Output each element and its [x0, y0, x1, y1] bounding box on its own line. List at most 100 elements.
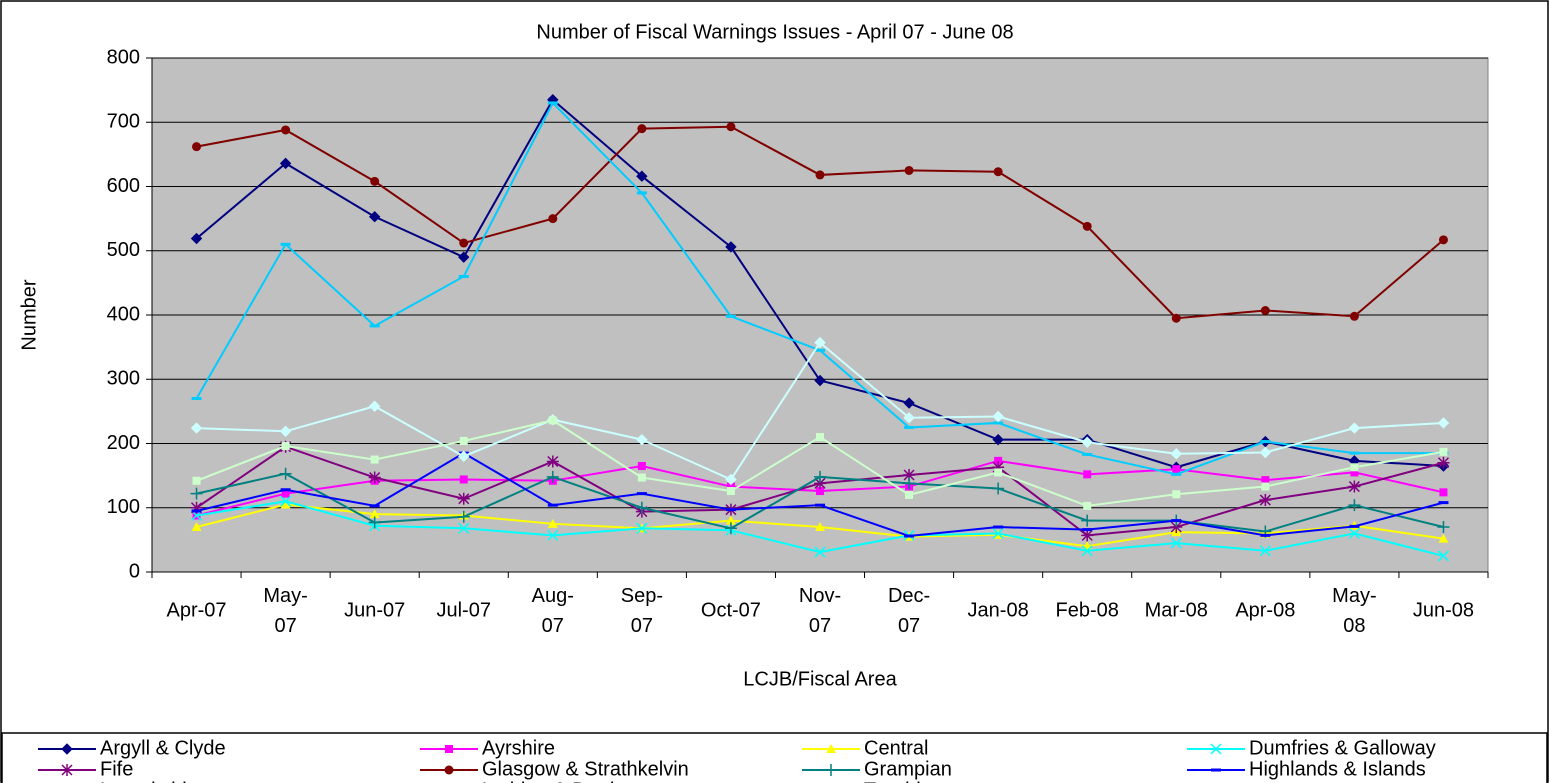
legend-label: Grampian — [864, 758, 952, 780]
marker — [1348, 499, 1361, 512]
marker — [816, 433, 824, 442]
y-tick-label: 100 — [107, 496, 140, 518]
marker — [994, 468, 1003, 477]
y-tick-label: 0 — [129, 560, 140, 582]
marker — [1083, 470, 1092, 479]
marker — [1172, 490, 1181, 499]
x-tick-label: Aug- 07 — [532, 585, 574, 637]
marker — [547, 518, 558, 528]
marker — [190, 422, 203, 434]
marker — [191, 397, 202, 401]
x-tick-label: Jun-08 — [1413, 599, 1474, 621]
marker — [1259, 545, 1271, 557]
marker — [903, 468, 916, 481]
x-tick-label-part: 07 — [809, 615, 831, 637]
y-tick-label: 600 — [107, 175, 140, 197]
marker — [1437, 456, 1450, 469]
x-tick-label: May- 07 — [263, 585, 307, 637]
marker — [1261, 482, 1270, 491]
x-tick-label: Mar-08 — [1145, 599, 1208, 621]
marker — [1349, 451, 1360, 455]
marker — [61, 743, 73, 755]
y-tick-label: 700 — [107, 111, 140, 133]
marker — [369, 509, 380, 519]
marker — [1171, 472, 1182, 476]
marker — [636, 170, 648, 182]
marker — [190, 487, 203, 500]
marker — [903, 412, 915, 424]
marker — [636, 191, 647, 195]
marker — [1438, 501, 1449, 505]
marker — [368, 516, 381, 529]
marker — [814, 546, 826, 558]
x-tick-label-part: 07 — [542, 615, 564, 637]
marker — [725, 241, 737, 253]
marker — [459, 238, 469, 248]
legend-label: Central — [864, 737, 928, 759]
marker — [726, 487, 735, 496]
marker — [281, 489, 290, 498]
x-axis-title: LCJB/Fiscal Area — [743, 668, 897, 690]
marker — [637, 124, 647, 134]
marker — [368, 400, 381, 412]
x-tick-label: Feb-08 — [1056, 599, 1119, 621]
marker — [191, 522, 202, 532]
marker — [1260, 440, 1271, 444]
marker — [1260, 533, 1271, 537]
marker — [1170, 537, 1182, 549]
marker — [457, 510, 470, 523]
marker — [826, 744, 836, 753]
marker — [458, 251, 470, 263]
marker — [992, 482, 1005, 495]
marker — [547, 101, 558, 105]
marker — [1082, 528, 1093, 532]
x-tick-label-part: 07 — [631, 615, 653, 637]
marker — [1083, 501, 1092, 510]
marker — [459, 436, 468, 445]
marker — [1172, 465, 1181, 474]
marker — [1437, 417, 1450, 429]
marker — [279, 425, 292, 437]
y-tick-label: 800 — [107, 46, 140, 68]
marker — [1350, 468, 1359, 477]
marker — [444, 765, 454, 775]
marker — [280, 499, 291, 509]
marker — [280, 242, 291, 246]
marker — [368, 210, 381, 223]
marker — [1438, 235, 1448, 245]
legend-label: Ayrshire — [482, 737, 555, 759]
marker — [725, 508, 736, 512]
x-tick-label: Sep- 07 — [621, 585, 663, 637]
x-tick-label-part: Aug- — [532, 585, 574, 607]
marker — [190, 232, 203, 245]
x-tick-label: Oct-07 — [701, 599, 761, 621]
marker — [548, 214, 558, 224]
marker — [1211, 768, 1221, 772]
marker — [280, 495, 292, 507]
marker — [61, 764, 73, 776]
marker — [1259, 446, 1272, 459]
marker — [1170, 521, 1183, 534]
marker — [190, 501, 203, 514]
legend-label: Highlands & Islands — [1249, 758, 1426, 780]
marker — [636, 492, 647, 496]
marker — [1081, 436, 1093, 448]
marker — [458, 450, 470, 463]
marker — [1081, 514, 1094, 527]
marker — [546, 470, 559, 483]
marker — [903, 477, 916, 490]
y-tick-label: 200 — [107, 432, 140, 454]
marker — [636, 433, 648, 446]
marker — [1259, 494, 1272, 507]
legend-label: Glasgow & Strathkelvin — [482, 758, 689, 780]
marker — [1170, 448, 1182, 460]
y-tick-label: 400 — [107, 303, 140, 325]
marker — [1348, 527, 1360, 539]
marker — [458, 274, 469, 278]
x-tick-label: Jan-08 — [968, 599, 1029, 621]
marker — [547, 503, 558, 507]
marker — [903, 397, 915, 409]
marker — [1261, 476, 1270, 485]
marker — [370, 176, 380, 186]
